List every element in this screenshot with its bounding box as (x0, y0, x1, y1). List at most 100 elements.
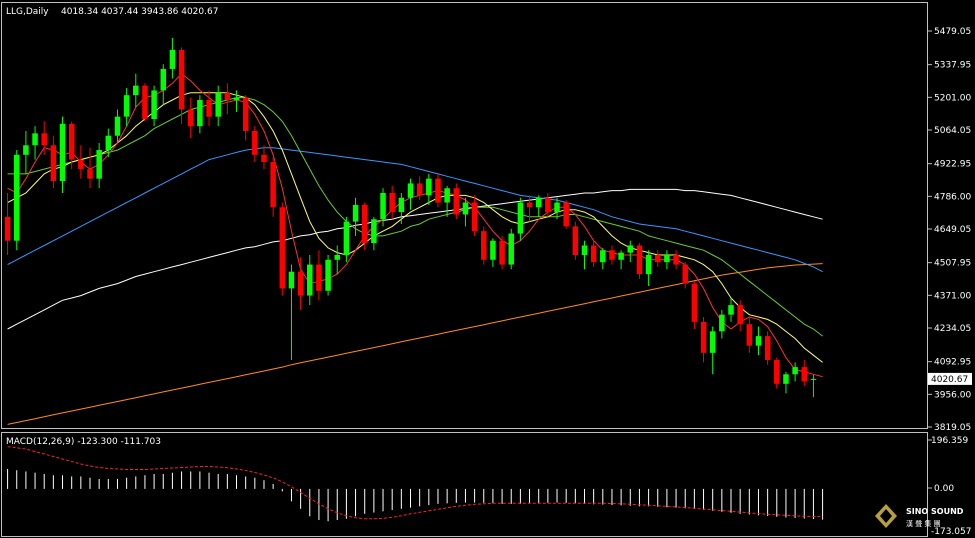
candle[interactable] (627, 240, 634, 263)
candle[interactable] (774, 357, 780, 389)
candle[interactable] (215, 85, 221, 127)
candle[interactable] (380, 188, 386, 227)
candle[interactable] (444, 185, 450, 217)
candle[interactable] (682, 262, 688, 289)
candle[interactable] (352, 197, 359, 236)
price-axis: 5479.05 5337.95 5201.00 5064.05 4922.95 4786.… (928, 27, 971, 433)
candle[interactable] (270, 157, 276, 217)
candle[interactable] (801, 359, 808, 387)
candle[interactable] (609, 245, 615, 265)
candle[interactable] (389, 185, 395, 220)
candle[interactable] (325, 255, 331, 296)
candle[interactable] (261, 145, 267, 170)
candle[interactable] (96, 142, 102, 189)
candle[interactable] (32, 126, 38, 160)
candle[interactable] (242, 95, 249, 141)
candle[interactable] (481, 226, 487, 265)
candle[interactable] (590, 240, 597, 267)
candle[interactable] (197, 95, 203, 134)
macd-indicator[interactable] (7, 446, 824, 522)
candle[interactable] (160, 64, 166, 105)
candle[interactable] (361, 202, 368, 251)
candle[interactable] (4, 192, 11, 256)
candle[interactable] (737, 300, 743, 332)
candle[interactable] (792, 362, 798, 382)
candle[interactable] (178, 47, 185, 124)
candle-body (325, 259, 331, 291)
candle[interactable] (13, 150, 20, 251)
candle[interactable] (746, 317, 753, 353)
candle[interactable] (252, 126, 258, 162)
candle[interactable] (499, 235, 505, 270)
candle[interactable] (764, 331, 771, 365)
candle-body (435, 178, 441, 203)
candle[interactable] (114, 109, 121, 143)
candle[interactable] (288, 264, 295, 360)
candle[interactable] (59, 116, 66, 193)
candle[interactable] (709, 326, 716, 375)
candle[interactable] (563, 200, 569, 229)
candle-body (728, 305, 734, 315)
candle[interactable] (691, 281, 698, 329)
candle[interactable] (490, 238, 496, 267)
candle[interactable] (645, 250, 652, 287)
candle[interactable] (719, 309, 725, 339)
candle[interactable] (755, 326, 762, 356)
candle[interactable] (142, 83, 148, 122)
candle[interactable] (78, 145, 84, 179)
candle[interactable] (297, 257, 304, 310)
candle[interactable] (453, 183, 460, 220)
candle[interactable] (700, 317, 707, 363)
candle[interactable] (728, 297, 734, 322)
candle[interactable] (206, 90, 212, 127)
candle[interactable] (334, 245, 340, 275)
candle[interactable] (581, 240, 588, 270)
candle[interactable] (554, 197, 560, 220)
candle[interactable] (664, 250, 670, 270)
candle[interactable] (187, 97, 194, 139)
candle[interactable] (105, 128, 112, 158)
candle[interactable] (471, 195, 478, 236)
candle[interactable] (169, 37, 176, 79)
candle[interactable] (462, 197, 469, 227)
candle[interactable] (50, 135, 57, 189)
candle-body (416, 183, 423, 196)
candle[interactable] (535, 195, 542, 217)
candle[interactable] (508, 228, 514, 270)
candle[interactable] (316, 250, 322, 301)
candle[interactable] (41, 121, 47, 155)
candle[interactable] (224, 83, 231, 115)
candle[interactable] (233, 90, 240, 112)
candle[interactable] (23, 130, 29, 174)
candle-body (426, 178, 432, 196)
candle-body (444, 188, 450, 203)
candle[interactable] (398, 192, 405, 225)
candle-body (114, 116, 121, 136)
candle[interactable] (371, 216, 377, 251)
candle[interactable] (123, 88, 130, 127)
candle[interactable] (783, 371, 789, 394)
candle[interactable] (810, 374, 817, 398)
candle[interactable] (435, 173, 441, 208)
candle[interactable] (343, 216, 350, 263)
candle[interactable] (151, 85, 157, 127)
candle[interactable] (426, 173, 432, 205)
candle[interactable] (636, 243, 643, 279)
candle[interactable] (416, 176, 423, 201)
candle[interactable] (526, 195, 533, 222)
candle[interactable] (307, 255, 313, 306)
candle[interactable] (407, 178, 414, 210)
candlesticks[interactable] (4, 37, 817, 398)
candle[interactable] (618, 250, 624, 270)
candle[interactable] (673, 250, 679, 270)
candle[interactable] (655, 250, 661, 267)
candle[interactable] (517, 197, 524, 241)
candle[interactable] (87, 147, 93, 189)
candle[interactable] (545, 192, 551, 217)
candle[interactable] (68, 121, 75, 170)
candle[interactable] (279, 202, 286, 296)
candle[interactable] (600, 247, 606, 270)
candle[interactable] (572, 221, 579, 260)
candle[interactable] (133, 73, 139, 108)
